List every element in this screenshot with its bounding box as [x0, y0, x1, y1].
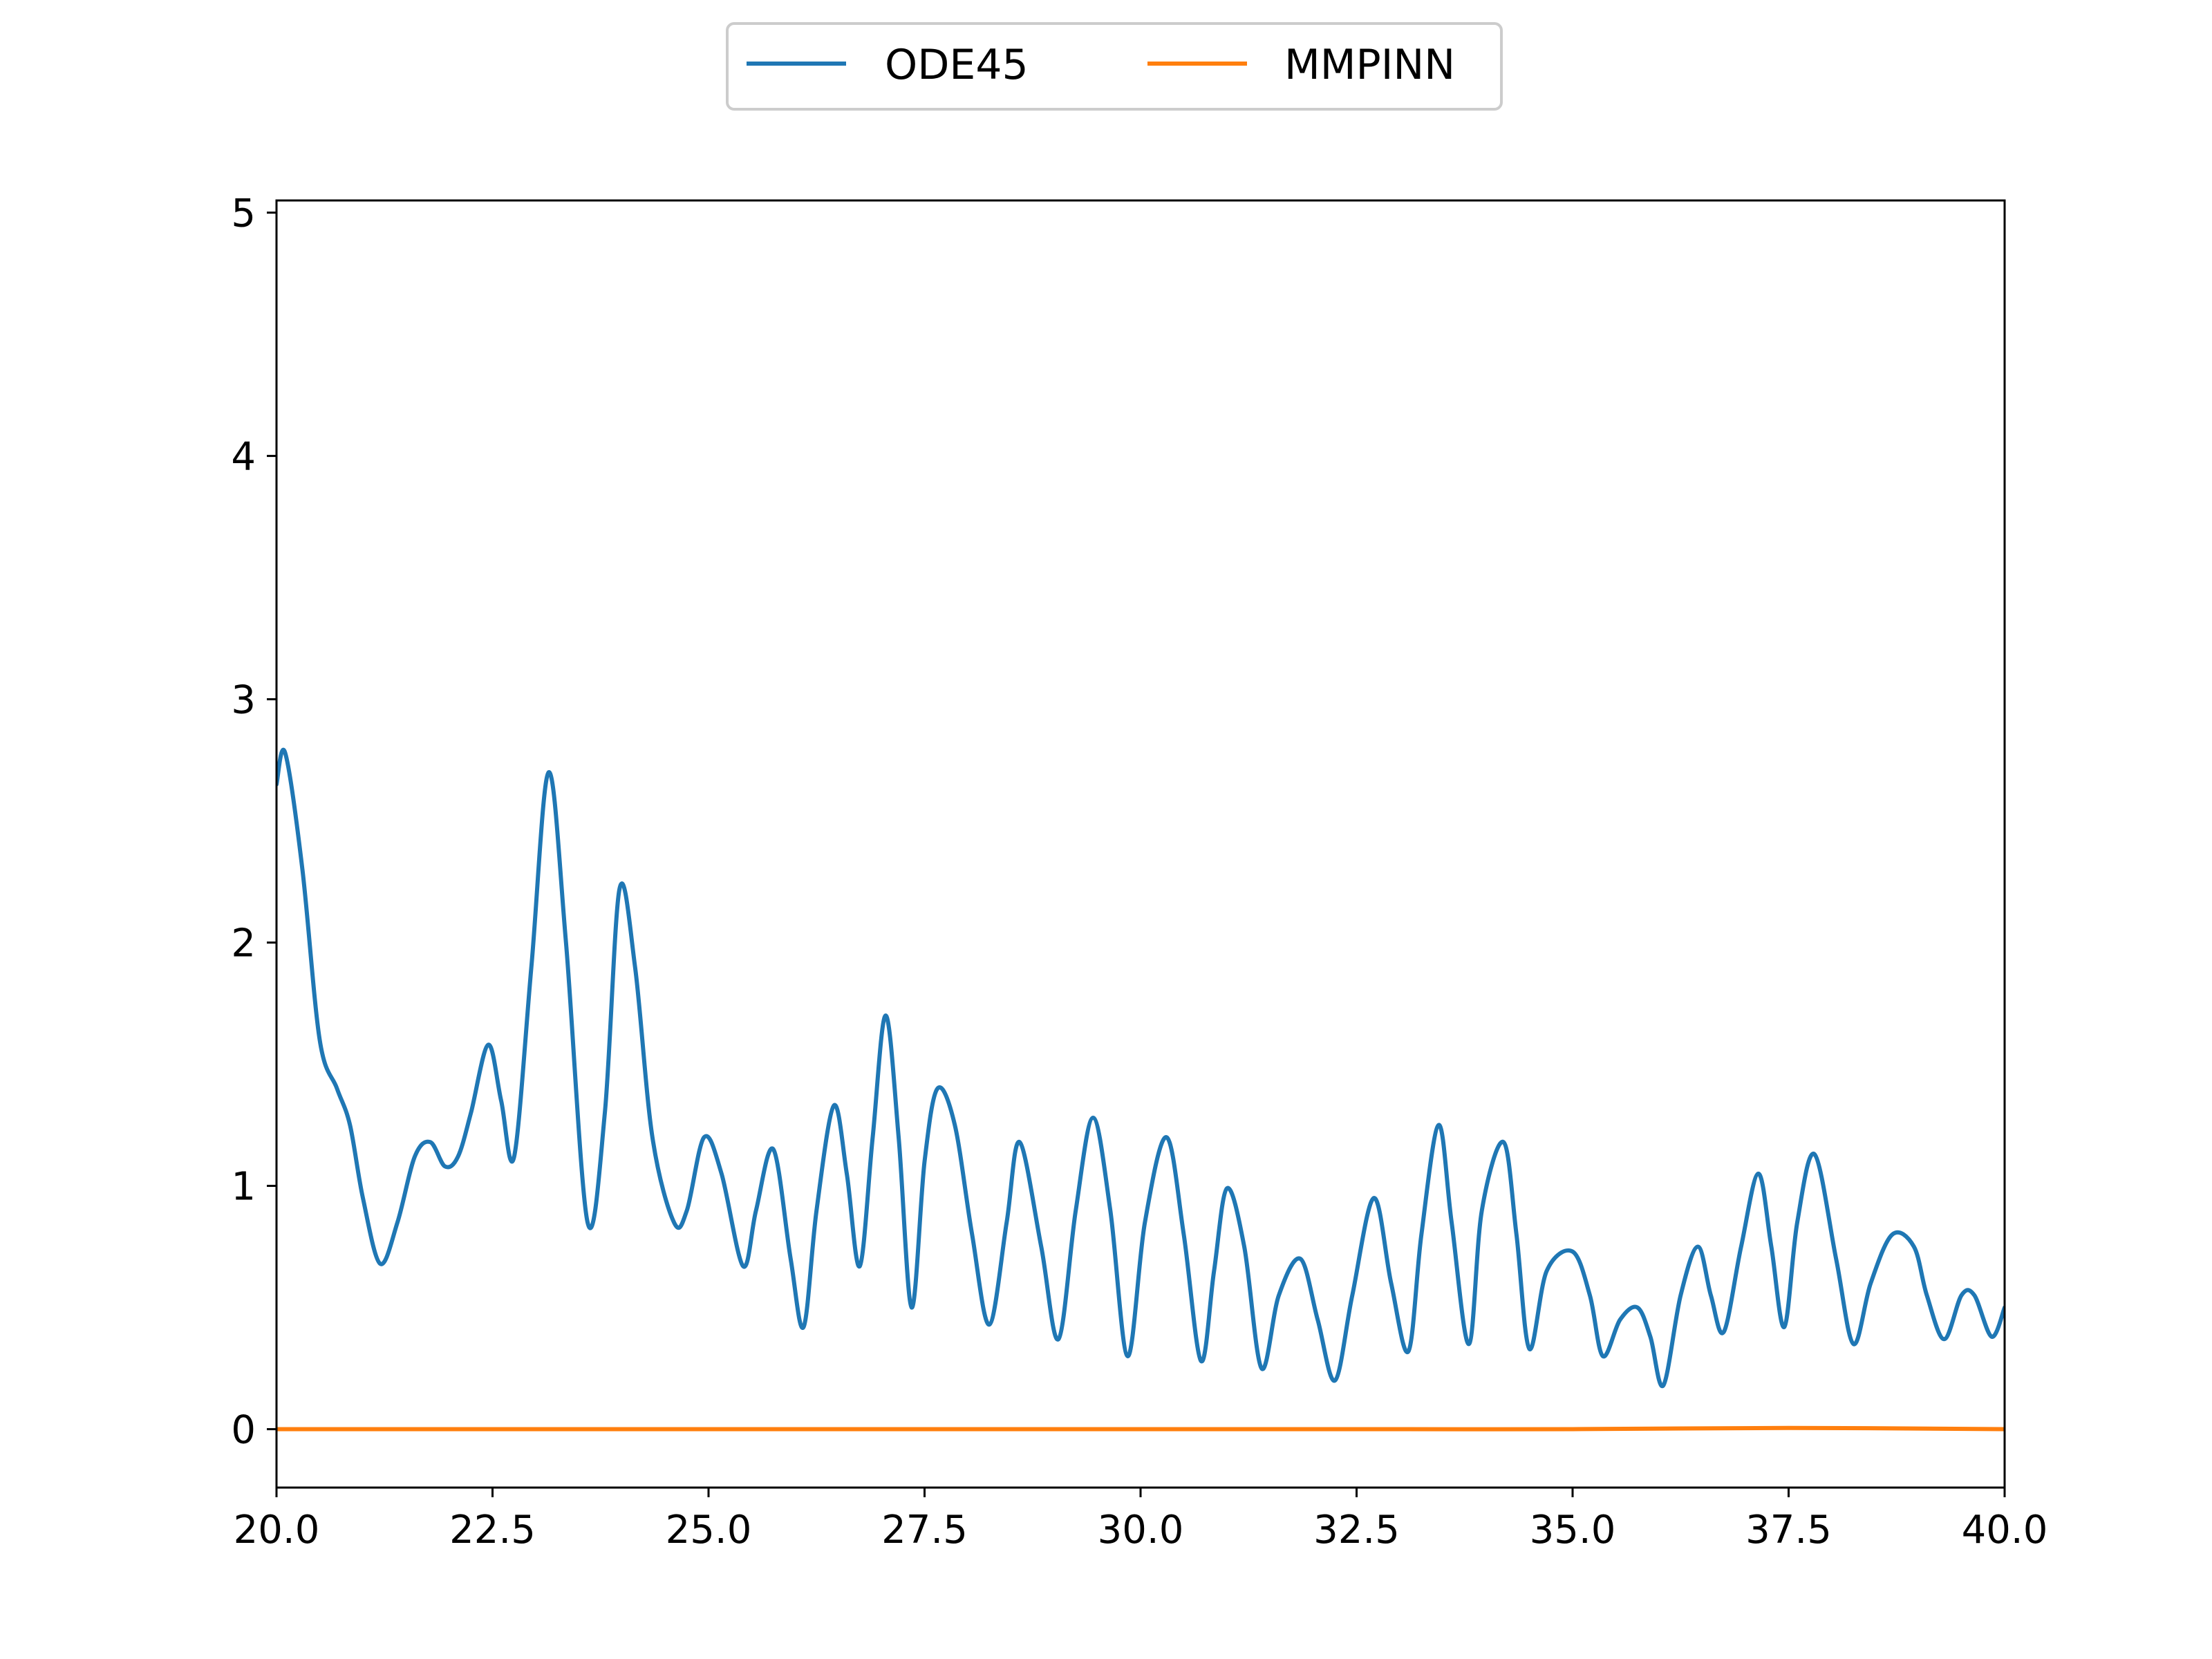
- x-tick-label: 25.0: [666, 1508, 752, 1553]
- legend-box: [726, 22, 1503, 111]
- x-tick-label: 32.5: [1313, 1508, 1400, 1553]
- legend-label-ode45: ODE45: [885, 41, 1029, 89]
- x-axis: 20.0 22.5 25.0 27.5 30.0 32.5 35.0 37.5 40.0: [234, 1488, 2048, 1553]
- y-tick-label: 1: [231, 1165, 256, 1210]
- x-tick-label: 20.0: [234, 1508, 320, 1553]
- y-tick-label: 4: [231, 435, 256, 480]
- y-tick-label: 5: [231, 191, 256, 236]
- y-tick-label: 2: [231, 921, 256, 966]
- legend-label-mmpinn: MMPINN: [1284, 41, 1455, 89]
- x-tick-label: 30.0: [1098, 1508, 1184, 1553]
- y-tick-label: 3: [231, 678, 256, 723]
- series-line-ode45: [276, 748, 2005, 1389]
- legend: ODE45 MMPINN: [726, 22, 1503, 111]
- y-tick-label: 0: [231, 1408, 256, 1453]
- series-line-mmpinn: [276, 1425, 2005, 1432]
- x-tick-label: 35.0: [1530, 1508, 1616, 1553]
- x-tick-label: 40.0: [1962, 1508, 2048, 1553]
- y-axis: 0 1 2 3 4 5: [231, 191, 276, 1453]
- series-layer: [276, 748, 2005, 1432]
- x-tick-label: 37.5: [1745, 1508, 1832, 1553]
- x-tick-label: 27.5: [881, 1508, 968, 1553]
- plot-frame: [275, 199, 2006, 1489]
- x-tick-label: 22.5: [449, 1508, 536, 1553]
